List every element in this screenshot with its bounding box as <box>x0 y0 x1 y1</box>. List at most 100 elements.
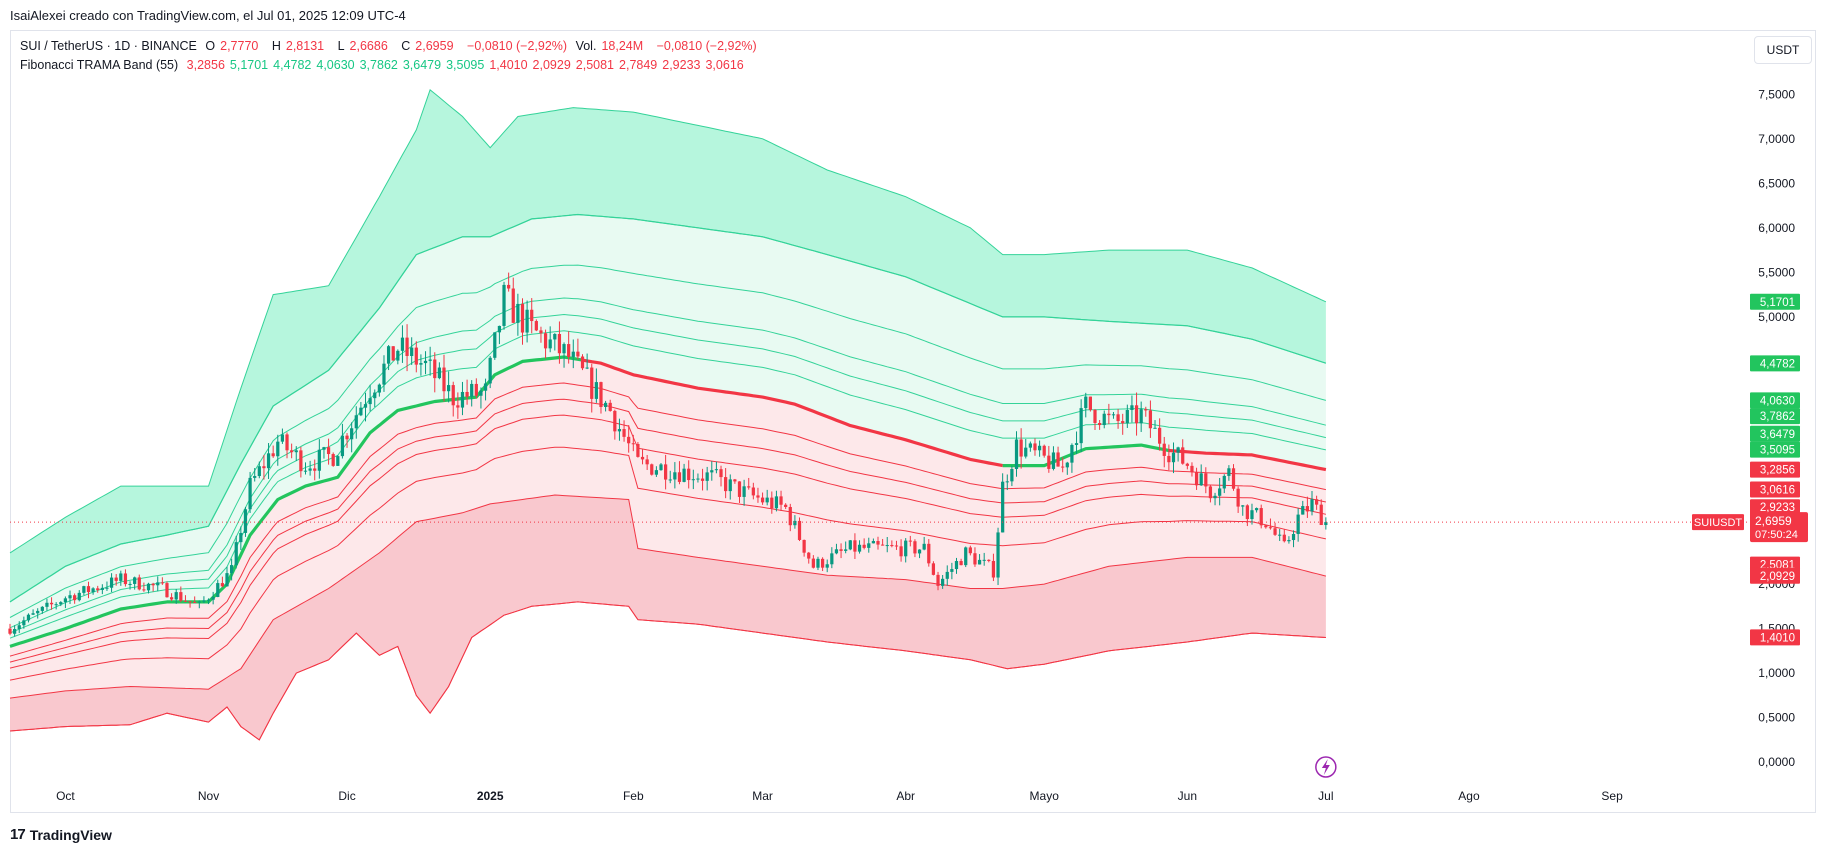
chart-frame <box>10 30 1816 813</box>
candle-body <box>419 363 423 365</box>
candle-body <box>867 543 871 548</box>
candle-body <box>493 332 497 358</box>
candle-body <box>1250 510 1254 520</box>
x-tick-label: Dic <box>338 789 355 803</box>
candle-body <box>959 561 963 566</box>
candle-body <box>890 545 894 547</box>
candle-body <box>1019 439 1023 457</box>
candle-body <box>599 382 603 407</box>
axis-badge-label: 1,4010 <box>1760 632 1795 644</box>
candle-body <box>922 543 926 550</box>
candle-body <box>594 382 598 399</box>
indicator-value: 3,6479 <box>402 58 442 72</box>
indicator-name[interactable]: Fibonacci TRAMA Band (55) <box>20 58 179 72</box>
candle-body <box>710 470 714 473</box>
tradingview-logo[interactable]: 17 TradingView <box>10 826 112 843</box>
axis-badge <box>1750 293 1800 310</box>
y-tick-label: 5,5000 <box>1758 265 1795 279</box>
candle-body <box>719 469 723 478</box>
candle-body <box>294 450 298 453</box>
axis-badge-label: 2,0929 <box>1760 571 1795 583</box>
candle-body <box>1047 455 1051 469</box>
candle-body <box>1222 475 1226 489</box>
candle-body <box>368 398 372 405</box>
candle-body <box>737 481 742 497</box>
band-line-4,0630 <box>9 264 1327 618</box>
candle-body <box>1208 486 1213 499</box>
candle-body <box>567 344 571 357</box>
upper-zone-fill <box>10 214 1326 647</box>
candle-body <box>1167 455 1171 463</box>
band-line-3,7862 <box>9 297 1327 629</box>
x-tick-label: 2025 <box>477 789 504 803</box>
candle-body <box>548 339 552 349</box>
candle-body <box>174 592 178 600</box>
candle-body <box>1301 506 1305 515</box>
candle-body <box>562 344 566 354</box>
candle-body <box>774 496 779 509</box>
candle-body <box>414 347 418 365</box>
candle-body <box>1305 506 1309 512</box>
candle-body <box>733 479 737 482</box>
candle-body <box>271 453 275 457</box>
symbol-name[interactable]: SUI / TetherUS · 1D · BINANCE <box>20 39 197 53</box>
candle-body <box>13 629 17 634</box>
candle-body <box>363 404 368 408</box>
candle-body <box>100 587 104 590</box>
candle-body <box>410 347 414 356</box>
candle-body <box>36 610 40 614</box>
trama-basis-line <box>582 358 1004 468</box>
candle-body <box>576 351 580 357</box>
axis-badge-label: 4,0630 <box>1760 395 1795 407</box>
candle-body <box>894 545 899 547</box>
candle-body <box>797 520 802 540</box>
candle-body <box>26 614 31 621</box>
candle-body <box>276 441 280 457</box>
candle-body <box>553 333 557 340</box>
candle-body <box>183 600 188 602</box>
candle-body <box>668 479 672 481</box>
axis-badge-label: 3,6479 <box>1760 429 1795 441</box>
currency-button[interactable]: USDT <box>1754 36 1812 64</box>
candle-body <box>1190 465 1194 473</box>
axis-badge <box>1750 408 1800 425</box>
candle-body <box>751 487 755 496</box>
axis-badge <box>1750 461 1800 478</box>
axis-badge-label: 5,1701 <box>1760 297 1795 309</box>
y-tick-label: 5,0000 <box>1758 310 1795 324</box>
candle-body <box>423 360 428 364</box>
candle-body <box>825 564 829 568</box>
band-line-2,9233 <box>9 398 1327 663</box>
candle-body <box>788 506 792 526</box>
flash-icon <box>1321 759 1330 775</box>
candle-body <box>377 384 381 393</box>
candle-body <box>248 477 252 510</box>
axis-badge <box>1750 499 1800 516</box>
candle-body <box>677 472 682 482</box>
candle-body <box>1111 414 1116 416</box>
candle-body <box>326 447 331 455</box>
candle-body <box>1088 396 1092 410</box>
candle-body <box>239 532 243 543</box>
axis-badge-label: 2,9233 <box>1760 502 1795 514</box>
candle-body <box>1024 447 1028 457</box>
ohlc-change: −0,0810 (−2,92%) <box>467 39 568 53</box>
candle-body <box>262 466 266 469</box>
candle-body <box>1148 410 1153 429</box>
axis-badge <box>1750 392 1800 409</box>
chart-caption: IsaiAlexei creado con TradingView.com, e… <box>10 8 406 23</box>
indicator-legend: Fibonacci TRAMA Band (55) 3,2856 5,1701 4,… <box>20 58 754 72</box>
candle-body <box>1056 452 1060 467</box>
indicator-values: 3,2856 5,1701 4,4782 4,0630 3,7862 3,6479 3,50… <box>187 58 749 72</box>
candle-body <box>511 288 515 323</box>
candle-body <box>31 613 35 615</box>
candle-body <box>119 573 123 581</box>
candle-body <box>488 357 492 384</box>
candle-body <box>585 367 589 369</box>
candle-body <box>479 390 483 396</box>
axis-badge <box>1750 481 1800 498</box>
band-line-3,6479 <box>9 313 1327 634</box>
candle-body <box>350 428 354 440</box>
candle-body <box>973 553 977 565</box>
